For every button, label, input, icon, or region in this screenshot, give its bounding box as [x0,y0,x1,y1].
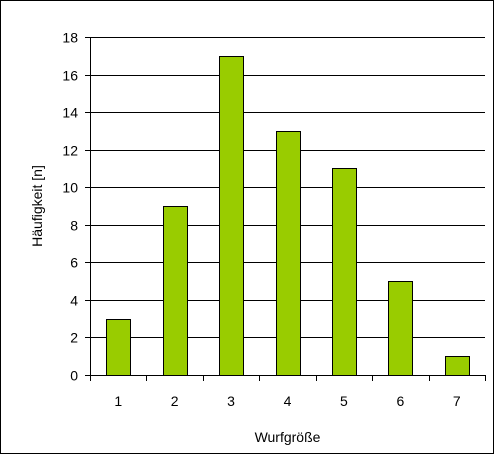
x-tick-label: 7 [453,393,461,409]
bar-3 [219,56,244,376]
y-tick-label: 10 [62,180,78,196]
y-tick-label: 16 [62,68,78,84]
y-tick-label: 0 [70,368,78,384]
bars [106,56,470,376]
bar-1 [106,319,131,376]
bar-5 [332,168,357,376]
axes [85,37,486,381]
y-axis-title: Häufigkeit [n] [29,165,45,247]
y-tick-label: 12 [62,143,78,159]
bar-2 [163,206,188,376]
x-tick-label: 6 [396,393,404,409]
y-tick-label: 6 [70,255,78,271]
x-tick-label: 1 [114,393,122,409]
x-tick-label: 5 [340,393,348,409]
x-axis-title: Wurfgröße [255,429,321,445]
bar-6 [388,281,413,376]
bar-4 [276,131,301,376]
y-tick-label: 18 [62,30,78,46]
y-tick-label: 8 [70,218,78,234]
y-tick-label: 14 [62,105,78,121]
y-tick-label: 4 [70,293,78,309]
bar-7 [445,356,470,376]
x-tick-label: 4 [284,393,292,409]
x-tick-labels: 1 2 3 4 5 6 7 [114,393,461,409]
y-tick-labels: 0 2 4 6 8 10 12 14 16 18 [62,30,78,384]
y-tick-label: 2 [70,330,78,346]
x-tick-label: 3 [227,393,235,409]
x-tick-label: 2 [171,393,179,409]
